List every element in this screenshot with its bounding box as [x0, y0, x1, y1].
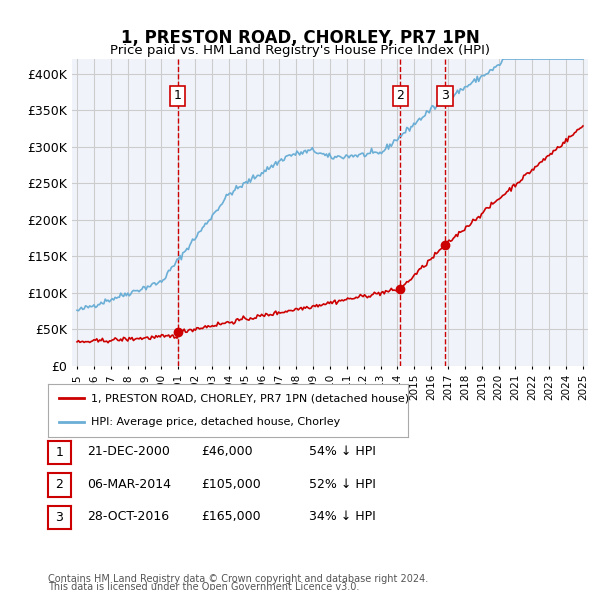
Text: 1: 1: [174, 89, 182, 102]
Text: 1, PRESTON ROAD, CHORLEY, PR7 1PN (detached house): 1, PRESTON ROAD, CHORLEY, PR7 1PN (detac…: [91, 394, 409, 404]
Text: 1, PRESTON ROAD, CHORLEY, PR7 1PN: 1, PRESTON ROAD, CHORLEY, PR7 1PN: [121, 30, 479, 47]
Text: 52% ↓ HPI: 52% ↓ HPI: [309, 478, 376, 491]
Text: £46,000: £46,000: [201, 445, 253, 458]
Text: Price paid vs. HM Land Registry's House Price Index (HPI): Price paid vs. HM Land Registry's House …: [110, 44, 490, 57]
Text: This data is licensed under the Open Government Licence v3.0.: This data is licensed under the Open Gov…: [48, 582, 359, 590]
Text: 21-DEC-2000: 21-DEC-2000: [87, 445, 170, 458]
Text: 34% ↓ HPI: 34% ↓ HPI: [309, 510, 376, 523]
Text: £165,000: £165,000: [201, 510, 260, 523]
Text: 3: 3: [55, 511, 64, 524]
Text: 2: 2: [397, 89, 404, 102]
Text: 28-OCT-2016: 28-OCT-2016: [87, 510, 169, 523]
Text: 54% ↓ HPI: 54% ↓ HPI: [309, 445, 376, 458]
Text: 2: 2: [55, 478, 64, 491]
Text: 06-MAR-2014: 06-MAR-2014: [87, 478, 171, 491]
Text: 3: 3: [441, 89, 449, 102]
Text: £105,000: £105,000: [201, 478, 261, 491]
Text: HPI: Average price, detached house, Chorley: HPI: Average price, detached house, Chor…: [91, 417, 340, 427]
Text: Contains HM Land Registry data © Crown copyright and database right 2024.: Contains HM Land Registry data © Crown c…: [48, 575, 428, 584]
Text: 1: 1: [55, 446, 64, 459]
